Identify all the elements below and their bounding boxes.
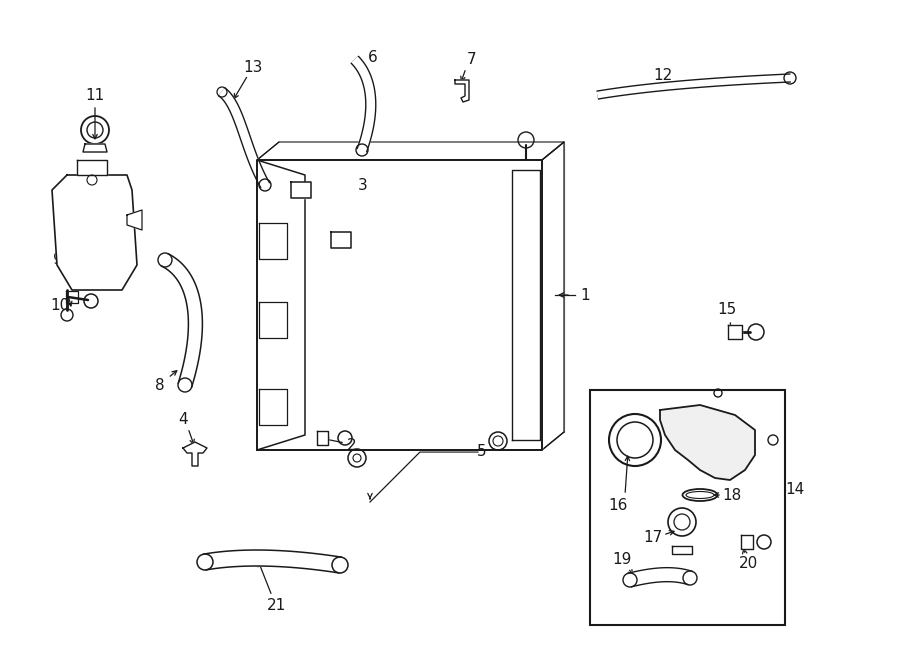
Polygon shape <box>542 142 564 450</box>
Text: 19: 19 <box>612 553 632 568</box>
Text: 20: 20 <box>738 555 758 570</box>
Polygon shape <box>291 182 311 198</box>
Text: 1: 1 <box>580 288 590 303</box>
Polygon shape <box>259 301 287 338</box>
Text: 15: 15 <box>717 303 736 317</box>
Polygon shape <box>351 57 376 151</box>
Polygon shape <box>259 223 287 259</box>
Text: 3: 3 <box>358 178 368 192</box>
Polygon shape <box>672 546 692 554</box>
Text: 18: 18 <box>723 488 742 502</box>
Polygon shape <box>219 88 269 188</box>
Polygon shape <box>52 175 137 290</box>
Bar <box>590 390 785 625</box>
Text: 10: 10 <box>50 299 69 313</box>
Text: 13: 13 <box>243 59 263 75</box>
Polygon shape <box>598 74 790 99</box>
Text: 8: 8 <box>155 377 165 393</box>
Text: 12: 12 <box>653 69 672 83</box>
Text: 14: 14 <box>786 483 805 498</box>
Polygon shape <box>257 142 564 160</box>
Polygon shape <box>162 254 202 387</box>
Polygon shape <box>628 568 692 587</box>
Text: 5: 5 <box>477 444 487 459</box>
Text: 11: 11 <box>86 89 104 104</box>
Polygon shape <box>455 80 469 102</box>
Polygon shape <box>127 210 142 230</box>
Text: 6: 6 <box>368 50 378 65</box>
Text: 4: 4 <box>178 412 188 428</box>
Polygon shape <box>728 325 742 339</box>
Text: 16: 16 <box>608 498 627 512</box>
Polygon shape <box>741 535 753 549</box>
Polygon shape <box>257 160 305 450</box>
Text: 9: 9 <box>53 253 63 268</box>
Polygon shape <box>660 405 755 480</box>
Polygon shape <box>279 142 564 432</box>
Text: 2: 2 <box>347 438 356 453</box>
Polygon shape <box>183 442 207 466</box>
Text: 17: 17 <box>644 531 662 545</box>
Polygon shape <box>317 431 328 445</box>
Polygon shape <box>77 160 107 175</box>
Polygon shape <box>83 144 107 152</box>
Polygon shape <box>512 170 540 440</box>
Text: 21: 21 <box>266 598 285 613</box>
Text: 7: 7 <box>467 52 477 67</box>
Polygon shape <box>331 232 351 248</box>
Polygon shape <box>259 389 287 424</box>
Polygon shape <box>257 160 542 450</box>
Polygon shape <box>203 550 341 573</box>
